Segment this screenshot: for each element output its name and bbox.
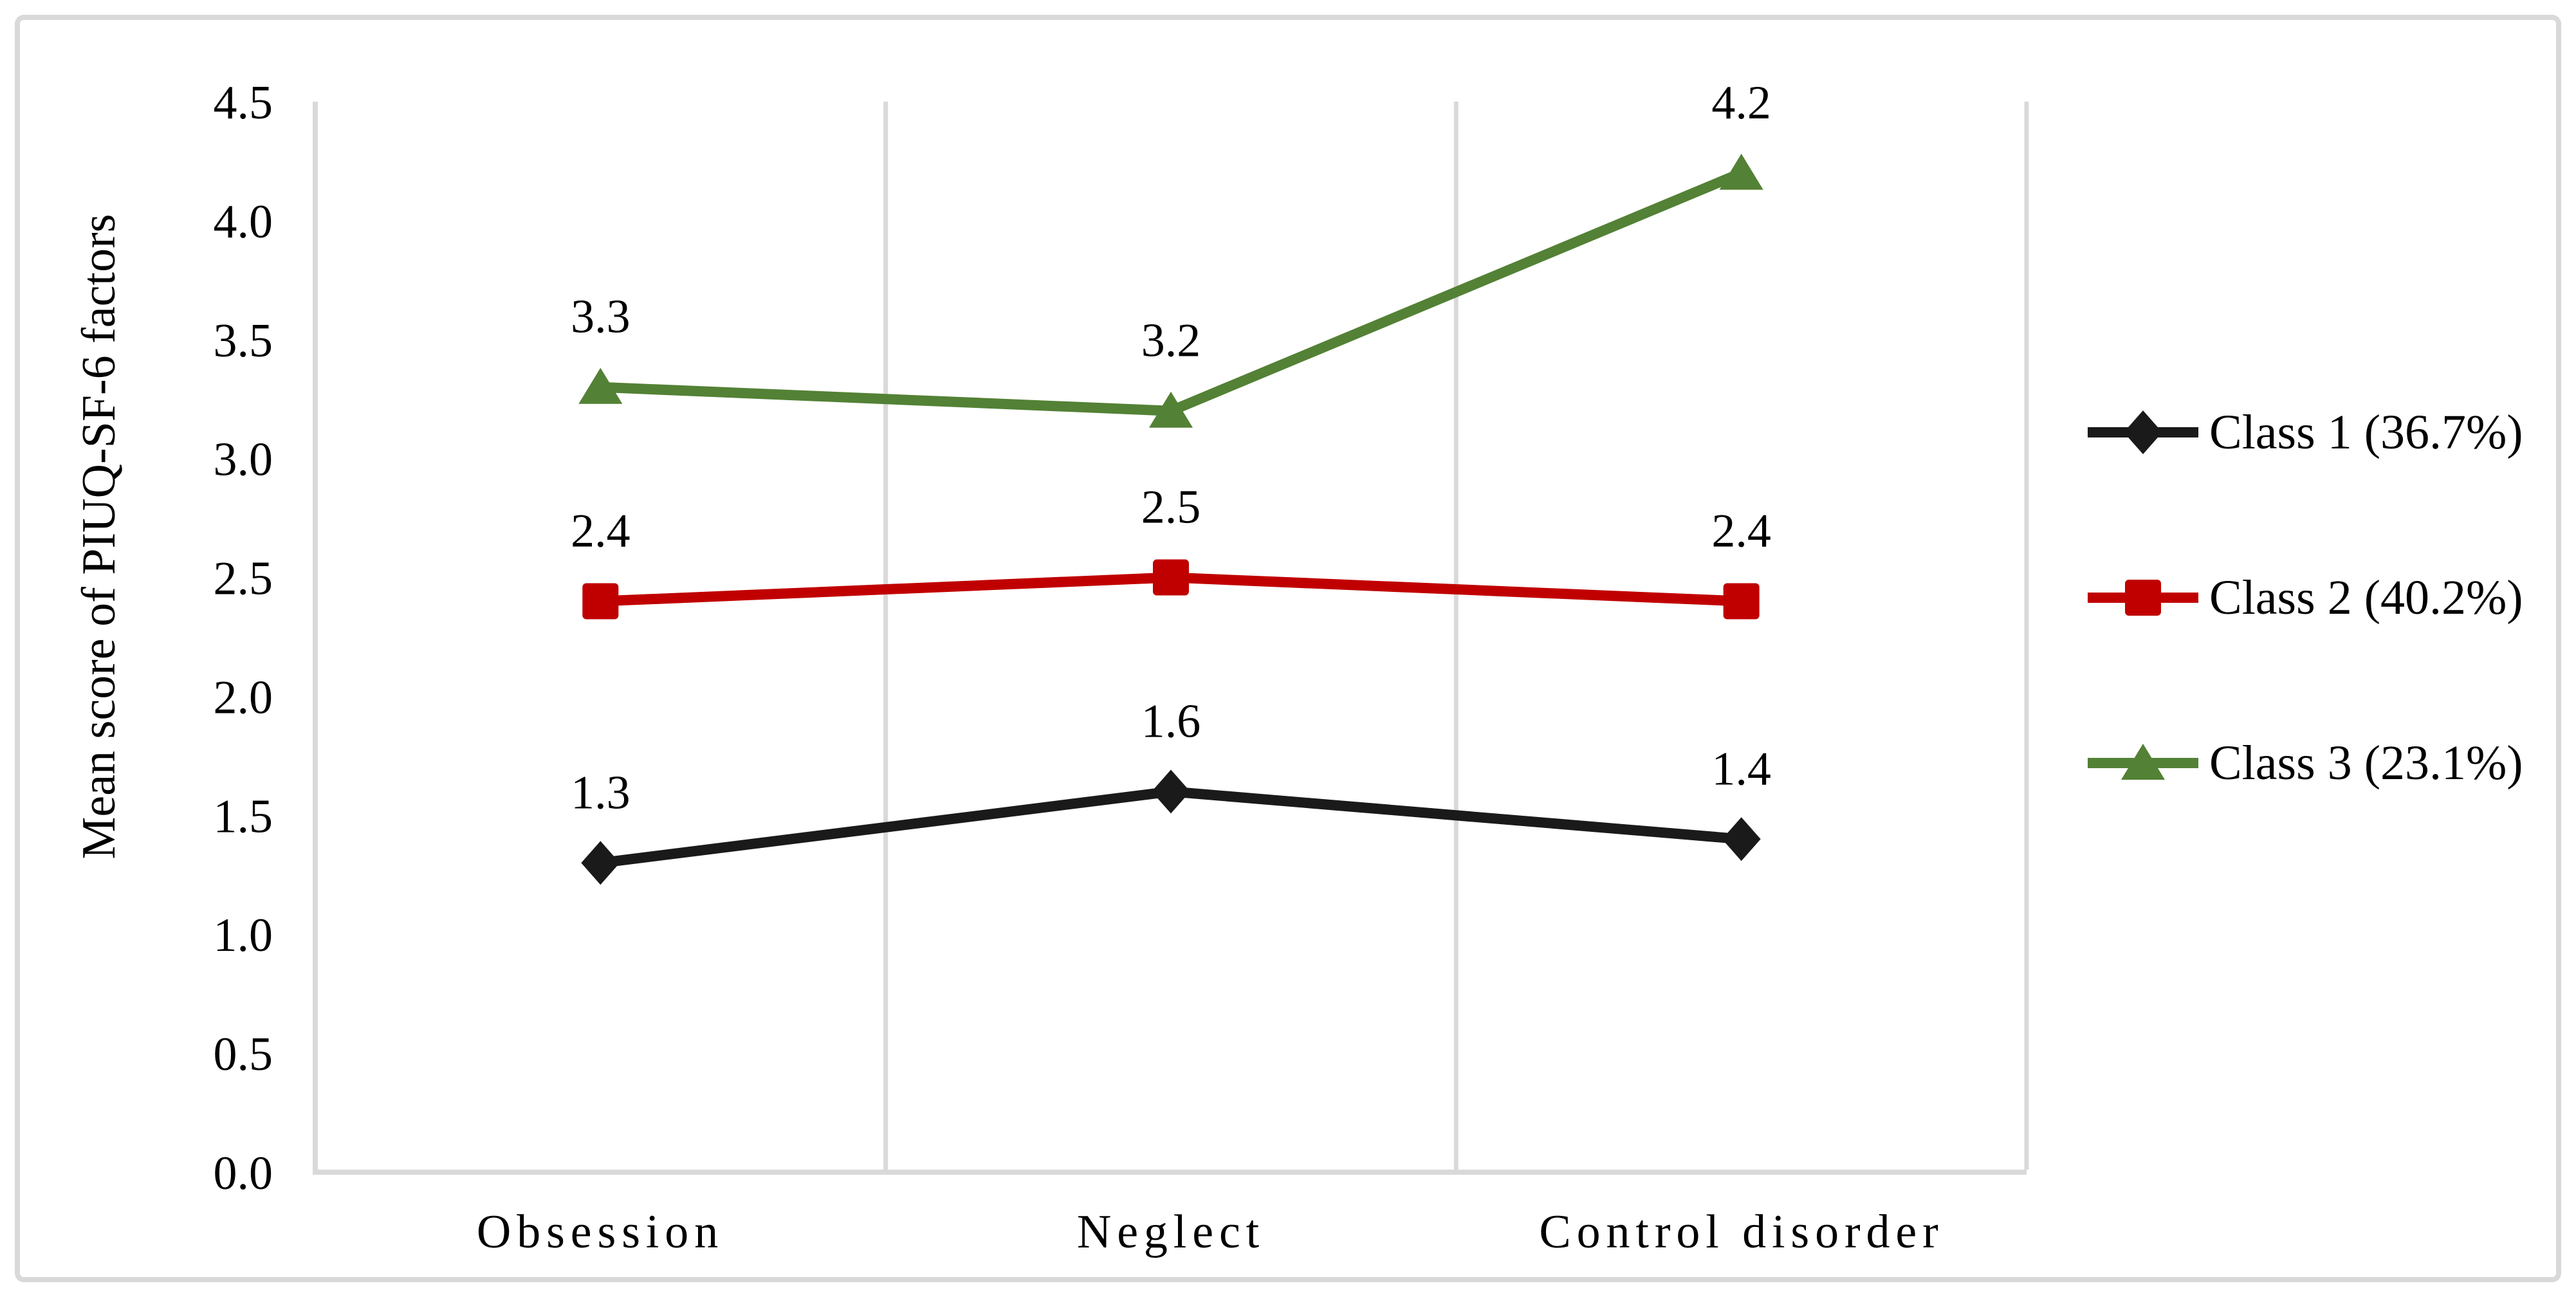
y-tick-label: 0.5 <box>214 1028 273 1081</box>
y-tick-label: 2.0 <box>214 671 273 724</box>
legend-entry-class-3: Class 3 (23.1%) <box>2088 724 2523 802</box>
legend-entry-class-2: Class 2 (40.2%) <box>2088 559 2523 636</box>
y-tick-label: 0.0 <box>214 1147 273 1200</box>
data-label: 3.2 <box>1141 315 1201 367</box>
data-label: 1.6 <box>1141 695 1201 748</box>
data-label: 1.3 <box>571 766 630 819</box>
legend-label-class-3: Class 3 (23.1%) <box>2209 736 2523 790</box>
data-label: 4.2 <box>1711 77 1771 129</box>
legend-marker-square-icon <box>2088 580 2198 616</box>
legend-triangle-marker <box>2121 744 2165 780</box>
y-tick-label: 1.0 <box>214 909 273 962</box>
triangle-marker <box>1149 391 1193 428</box>
y-axis-title: Mean score of PIUQ-SF-6 factors <box>73 214 125 860</box>
legend-entry-class-1: Class 1 (36.7%) <box>2088 394 2523 471</box>
square-marker <box>1153 559 1189 596</box>
y-tick-label: 3.5 <box>214 315 273 367</box>
y-tick-label: 3.0 <box>214 434 273 486</box>
y-tick-label: 4.5 <box>214 77 273 129</box>
data-label: 3.3 <box>571 291 630 344</box>
square-marker <box>582 583 619 620</box>
triangle-marker <box>578 367 623 404</box>
data-label: 1.4 <box>1711 742 1771 795</box>
diamond-marker <box>1722 817 1761 861</box>
data-label: 2.5 <box>1141 481 1201 534</box>
data-label: 2.4 <box>571 505 630 558</box>
y-tick-label: 2.5 <box>214 553 273 605</box>
y-tick-label: 4.0 <box>214 196 273 248</box>
series-line-triangle <box>600 168 1743 416</box>
legend-marker-triangle-icon <box>2088 744 2198 780</box>
figure-border <box>15 15 2561 1282</box>
diamond-marker <box>581 841 620 885</box>
y-tick-label: 1.5 <box>214 790 273 843</box>
triangle-marker <box>1719 153 1763 190</box>
x-category-label-control-disorder: Control disorder <box>1539 1206 1944 1258</box>
legend-label-class-1: Class 1 (36.7%) <box>2209 405 2523 459</box>
legend-label-class-2: Class 2 (40.2%) <box>2209 571 2523 625</box>
diamond-marker <box>1152 769 1190 814</box>
legend-marker-diamond-icon <box>2088 410 2198 454</box>
data-label: 2.4 <box>1711 505 1771 558</box>
legend-diamond-marker <box>2124 410 2162 454</box>
x-category-label-neglect: Neglect <box>1076 1206 1265 1258</box>
square-marker <box>1723 583 1760 620</box>
x-category-label-obsession: Obsession <box>476 1206 724 1258</box>
legend-square-marker <box>2125 580 2161 616</box>
